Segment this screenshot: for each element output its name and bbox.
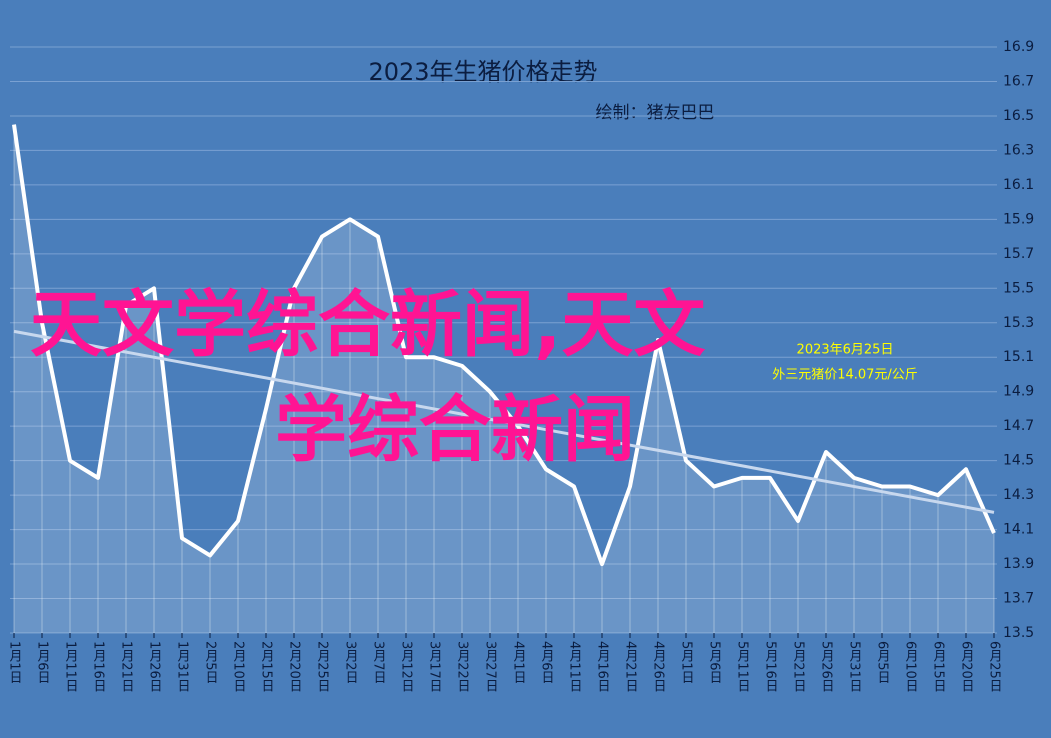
x-tick-label: 4月6日 [539,641,555,684]
trend-line [13,329,995,514]
x-tick-label: 4月21日 [623,641,639,692]
x-tick-label: 4月16日 [595,641,611,692]
x-tick-label: 2月25日 [315,641,331,692]
annotation: 2023年6月25日 [797,343,894,358]
x-tick-label: 2月15日 [259,641,275,692]
y-tick-label: 13.9 [1003,556,1034,572]
watermark: 学综合新闻 [275,388,635,472]
x-tick-label: 1月6日 [35,641,51,684]
x-tick-label: 1月21日 [119,641,135,692]
y-tick-label: 16.5 [1003,108,1034,124]
y-tick-label: 14.3 [1003,487,1034,503]
x-tick-label: 2月20日 [287,641,303,692]
y-tick-label: 14.7 [1003,418,1034,434]
y-tick-label: 16.7 [1003,73,1034,89]
price-line [12,124,996,567]
x-tick-label: 3月7日 [371,641,387,684]
x-tick-label: 1月11日 [63,641,79,692]
y-tick-label: 16.1 [1003,177,1034,193]
x-tick-label: 5月11日 [735,641,751,692]
watermark: 天文学综合新闻,天文 [30,283,705,367]
x-tick-label: 6月5日 [875,641,891,684]
x-tick-label: 6月15日 [931,641,947,692]
x-tick-label: 5月6日 [707,641,723,684]
x-tick-label: 3月2日 [343,641,359,684]
y-tick-label: 15.5 [1003,280,1034,296]
x-tick-label: 5月26日 [819,641,835,692]
x-tick-label: 4月11日 [567,641,583,692]
x-tick-label: 5月31日 [847,641,863,692]
x-tick-label: 2月5日 [203,641,219,684]
x-tick-label: 3月22日 [455,641,471,692]
chart-subtitle: 绘制：猪友巴巴 [596,103,715,123]
x-tick-label: 6月10日 [903,641,919,692]
x-tick-label: 2月10日 [231,641,247,692]
annotation: 外三元猪价14.07元/公斤 [772,368,918,383]
x-tick-label: 1月26日 [147,641,163,692]
area [14,124,994,633]
y-tick-label: 15.1 [1003,349,1034,365]
x-tick-label: 6月20日 [959,641,975,692]
x-tick-label: 5月16日 [763,641,779,692]
x-tick-label: 5月1日 [679,641,695,684]
x-tick-label: 6月25日 [987,641,1003,692]
y-tick-label: 15.7 [1003,246,1034,262]
y-tick-label: 16.3 [1003,142,1034,158]
x-tick-label: 3月17日 [427,641,443,692]
x-tick-label: 3月27日 [483,641,499,692]
x-tick-label: 4月1日 [511,641,527,684]
x-tick-label: 1月16日 [91,641,107,692]
y-tick-label: 15.3 [1003,315,1034,331]
y-tick-label: 13.7 [1003,591,1034,607]
x-tick-label: 1月1日 [7,641,23,684]
y-tick-label: 14.9 [1003,384,1034,400]
y-tick-label: 15.9 [1003,211,1034,227]
y-tick-label: 14.1 [1003,522,1034,538]
y-tick-label: 13.5 [1003,625,1034,641]
x-tick-label: 1月31日 [175,641,191,692]
x-tick-label: 4月26日 [651,641,667,692]
x-tick-label: 5月21日 [791,641,807,692]
y-tick-label: 16.9 [1003,39,1034,55]
y-tick-label: 14.5 [1003,453,1034,469]
x-tick-label: 3月12日 [399,641,415,692]
